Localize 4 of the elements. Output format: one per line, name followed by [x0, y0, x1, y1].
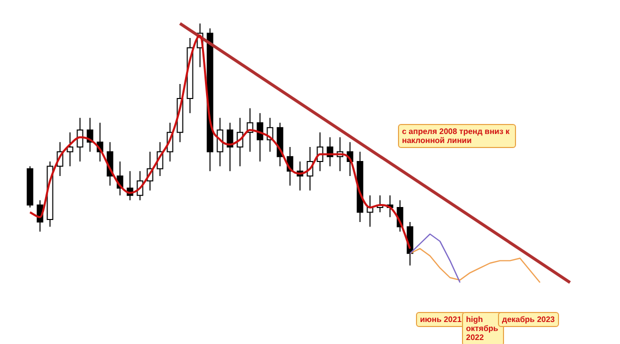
- text: high октябрь 2022: [466, 315, 498, 342]
- text: июнь 2021: [416, 312, 466, 328]
- text: декабрь 2023: [498, 312, 559, 328]
- annotation: с апреля 2008 тренд вниз к наклонной линии: [398, 124, 516, 148]
